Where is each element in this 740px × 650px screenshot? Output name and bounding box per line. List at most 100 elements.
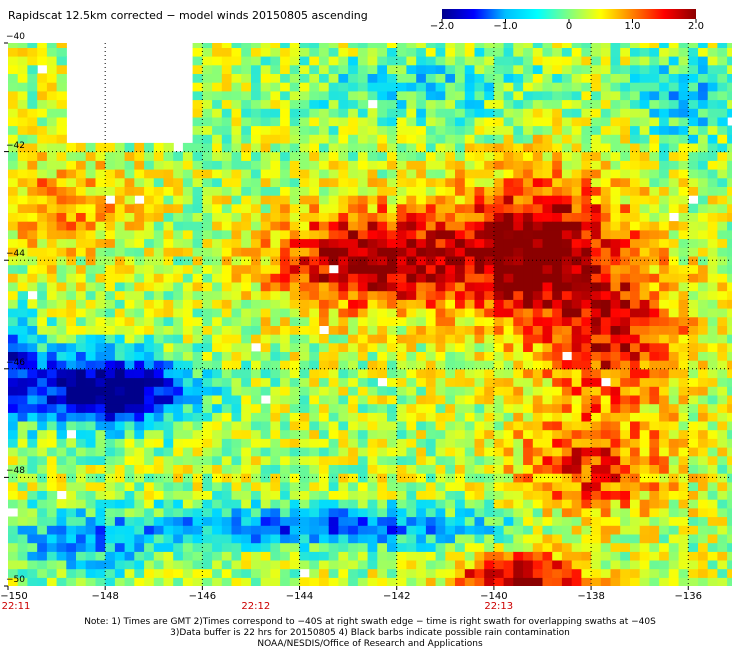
heatmap-cell xyxy=(299,429,310,439)
heatmap-cell xyxy=(95,273,106,283)
heatmap-cell xyxy=(367,151,378,161)
heatmap-cell xyxy=(571,290,582,300)
heatmap-cell xyxy=(241,351,252,361)
heatmap-cell xyxy=(445,403,456,413)
heatmap-cell xyxy=(27,325,38,335)
heatmap-cell xyxy=(678,490,689,500)
heatmap-cell xyxy=(105,394,116,405)
heatmap-cell xyxy=(727,186,732,196)
heatmap-cell xyxy=(727,551,732,561)
heatmap-cell xyxy=(56,499,67,509)
heatmap-cell xyxy=(231,308,242,318)
heatmap-cell xyxy=(396,221,407,231)
heatmap-cell xyxy=(523,73,534,83)
heatmap-cell xyxy=(668,160,680,170)
heatmap-cell xyxy=(455,56,466,66)
heatmap-cell xyxy=(289,273,301,283)
heatmap-cell xyxy=(581,577,592,586)
heatmap-cell xyxy=(698,542,709,552)
heatmap-cell xyxy=(581,255,592,266)
heatmap-cell xyxy=(163,151,174,161)
heatmap-cell xyxy=(707,568,718,578)
heatmap-cell xyxy=(309,516,320,526)
heatmap-cell xyxy=(348,568,359,578)
heatmap-cell xyxy=(688,212,699,222)
heatmap-cell xyxy=(8,281,19,292)
heatmap-cell xyxy=(153,142,165,153)
heatmap-cell xyxy=(134,342,145,352)
heatmap-cell xyxy=(435,559,446,570)
heatmap-cell xyxy=(114,429,126,439)
heatmap-cell xyxy=(8,551,19,561)
heatmap-cell xyxy=(503,238,514,248)
heatmap-cell xyxy=(668,299,680,309)
heatmap-cell xyxy=(561,255,573,266)
heatmap-cell xyxy=(85,177,96,187)
heatmap-cell xyxy=(260,568,271,578)
heatmap-cell xyxy=(114,420,126,431)
heatmap-cell xyxy=(523,481,534,491)
heatmap-cell xyxy=(289,186,301,196)
heatmap-cell xyxy=(289,403,301,413)
heatmap-cell xyxy=(727,212,732,222)
heatmap-cell xyxy=(260,99,271,109)
heatmap-cell xyxy=(630,56,641,66)
heatmap-cell xyxy=(309,360,320,370)
heatmap-cell xyxy=(406,142,417,153)
heatmap-cell xyxy=(678,47,689,57)
heatmap-cell xyxy=(396,116,407,127)
heatmap-cell xyxy=(251,542,262,552)
heatmap-cell xyxy=(387,134,398,144)
heatmap-cell xyxy=(630,290,641,300)
heatmap-cell xyxy=(260,334,271,344)
heatmap-cell xyxy=(76,447,87,457)
heatmap-cell xyxy=(56,134,67,144)
heatmap-cell xyxy=(416,221,427,231)
heatmap-cell xyxy=(260,195,271,205)
heatmap-cell xyxy=(124,447,135,457)
heatmap-cell xyxy=(707,368,718,379)
heatmap-cell xyxy=(124,551,135,561)
heatmap-cell xyxy=(134,438,145,448)
heatmap-cell xyxy=(309,325,320,335)
heatmap-cell xyxy=(659,542,670,552)
heatmap-cell xyxy=(406,195,417,205)
heatmap-cell xyxy=(581,169,592,179)
heatmap-cell xyxy=(192,203,203,213)
heatmap-cell xyxy=(192,134,203,144)
heatmap-cell xyxy=(484,420,495,431)
heatmap-cell xyxy=(348,116,359,127)
heatmap-cell xyxy=(561,473,573,483)
heatmap-cell xyxy=(688,394,699,405)
heatmap-cell xyxy=(591,516,602,526)
heatmap-cell xyxy=(445,47,456,57)
heatmap-cell xyxy=(338,447,349,457)
heatmap-cell xyxy=(37,429,48,439)
heatmap-cell xyxy=(600,290,612,300)
heatmap-cell xyxy=(425,386,437,396)
heatmap-cell xyxy=(221,160,233,170)
heatmap-cell xyxy=(163,169,174,179)
heatmap-cell xyxy=(27,43,38,48)
heatmap-cell xyxy=(416,64,427,74)
heatmap-cell xyxy=(270,447,281,457)
heatmap-cell xyxy=(464,368,476,379)
heatmap-cell xyxy=(114,447,126,457)
heatmap-cell xyxy=(231,264,242,274)
heatmap-cell xyxy=(299,368,310,379)
heatmap-cell xyxy=(192,438,203,448)
heatmap-cell xyxy=(124,247,135,257)
heatmap-cell xyxy=(163,177,174,187)
heatmap-cell xyxy=(173,169,184,179)
heatmap-cell xyxy=(688,377,699,387)
heatmap-cell xyxy=(668,255,680,266)
heatmap-cell xyxy=(202,255,213,266)
heatmap-cell xyxy=(27,160,38,170)
heatmap-cell xyxy=(698,203,709,213)
heatmap-cell xyxy=(56,342,67,352)
heatmap-cell xyxy=(532,577,544,586)
heatmap-cell xyxy=(299,151,310,161)
heatmap-cell xyxy=(299,221,310,231)
heatmap-cell xyxy=(46,455,58,465)
heatmap-cell xyxy=(76,551,87,561)
